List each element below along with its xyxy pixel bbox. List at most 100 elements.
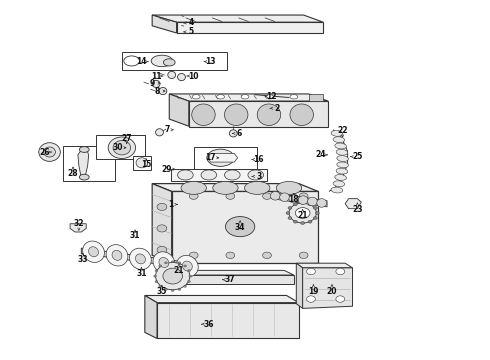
Text: 21: 21 (174, 266, 184, 275)
Ellipse shape (79, 147, 89, 152)
Text: 15: 15 (141, 160, 151, 169)
Ellipse shape (280, 193, 290, 202)
Polygon shape (296, 263, 303, 309)
Text: 12: 12 (267, 92, 277, 101)
Polygon shape (296, 263, 352, 268)
Text: 14: 14 (136, 57, 147, 66)
Ellipse shape (178, 262, 181, 264)
Text: 29: 29 (162, 165, 172, 174)
Polygon shape (157, 303, 299, 338)
Text: 4: 4 (189, 18, 194, 27)
Text: 7: 7 (164, 125, 170, 134)
Ellipse shape (177, 73, 185, 81)
Ellipse shape (155, 280, 158, 283)
Ellipse shape (337, 156, 348, 162)
Ellipse shape (308, 220, 312, 223)
Ellipse shape (336, 149, 348, 155)
Ellipse shape (308, 197, 318, 206)
Ellipse shape (333, 181, 344, 187)
Ellipse shape (286, 212, 290, 215)
Ellipse shape (333, 137, 344, 143)
Text: 32: 32 (74, 219, 84, 228)
Ellipse shape (189, 275, 192, 277)
Ellipse shape (295, 208, 310, 219)
Text: 6: 6 (237, 129, 242, 138)
Ellipse shape (336, 268, 344, 275)
Text: 27: 27 (122, 134, 132, 143)
Ellipse shape (136, 158, 148, 168)
Text: 26: 26 (39, 148, 50, 157)
Ellipse shape (213, 181, 238, 194)
Polygon shape (145, 296, 299, 303)
Text: 11: 11 (151, 72, 161, 81)
Ellipse shape (299, 193, 308, 199)
Ellipse shape (207, 149, 234, 166)
Ellipse shape (157, 203, 167, 211)
Ellipse shape (192, 104, 215, 126)
Ellipse shape (314, 217, 318, 220)
Ellipse shape (182, 261, 192, 271)
Text: 31: 31 (130, 231, 140, 240)
Ellipse shape (135, 254, 146, 264)
Ellipse shape (335, 143, 346, 149)
Ellipse shape (201, 170, 217, 180)
Ellipse shape (168, 71, 175, 78)
Ellipse shape (225, 217, 255, 237)
Ellipse shape (335, 175, 346, 180)
Ellipse shape (263, 193, 271, 199)
Ellipse shape (307, 268, 316, 275)
Polygon shape (345, 199, 361, 209)
Ellipse shape (263, 252, 271, 258)
Text: 13: 13 (205, 57, 216, 66)
Polygon shape (152, 184, 318, 192)
Polygon shape (169, 94, 189, 126)
Ellipse shape (152, 80, 160, 87)
Ellipse shape (165, 262, 168, 264)
Ellipse shape (83, 241, 104, 262)
Ellipse shape (289, 194, 299, 203)
Ellipse shape (151, 55, 172, 67)
Text: 16: 16 (253, 155, 264, 164)
Ellipse shape (226, 252, 235, 258)
Ellipse shape (290, 95, 298, 99)
Bar (194, 147, 257, 168)
Ellipse shape (113, 140, 131, 155)
Polygon shape (272, 193, 327, 207)
Polygon shape (303, 268, 352, 309)
Polygon shape (159, 270, 294, 275)
Polygon shape (329, 130, 347, 192)
Text: 24: 24 (316, 150, 326, 159)
Ellipse shape (188, 280, 191, 283)
Ellipse shape (331, 130, 343, 136)
Text: 33: 33 (77, 255, 88, 264)
Ellipse shape (184, 265, 187, 267)
Ellipse shape (336, 168, 348, 174)
Ellipse shape (336, 296, 344, 302)
Text: 35: 35 (157, 287, 167, 296)
Bar (96, 135, 145, 159)
Ellipse shape (266, 95, 273, 99)
Ellipse shape (241, 95, 249, 99)
Ellipse shape (176, 255, 198, 277)
Polygon shape (309, 94, 323, 101)
Ellipse shape (301, 202, 305, 204)
Polygon shape (152, 184, 171, 263)
Ellipse shape (289, 203, 317, 223)
Polygon shape (172, 192, 318, 263)
Polygon shape (159, 270, 169, 284)
Ellipse shape (157, 246, 167, 253)
Ellipse shape (159, 87, 167, 95)
Ellipse shape (108, 137, 136, 158)
Ellipse shape (245, 181, 270, 194)
Ellipse shape (224, 170, 240, 180)
Ellipse shape (89, 247, 98, 257)
Ellipse shape (294, 220, 297, 223)
Polygon shape (207, 153, 238, 162)
Text: 28: 28 (68, 169, 78, 178)
Text: 22: 22 (338, 126, 348, 135)
Text: 19: 19 (308, 287, 318, 296)
Ellipse shape (308, 203, 312, 206)
Text: 3: 3 (256, 172, 261, 181)
Text: 17: 17 (205, 153, 216, 162)
Text: 37: 37 (224, 275, 235, 284)
